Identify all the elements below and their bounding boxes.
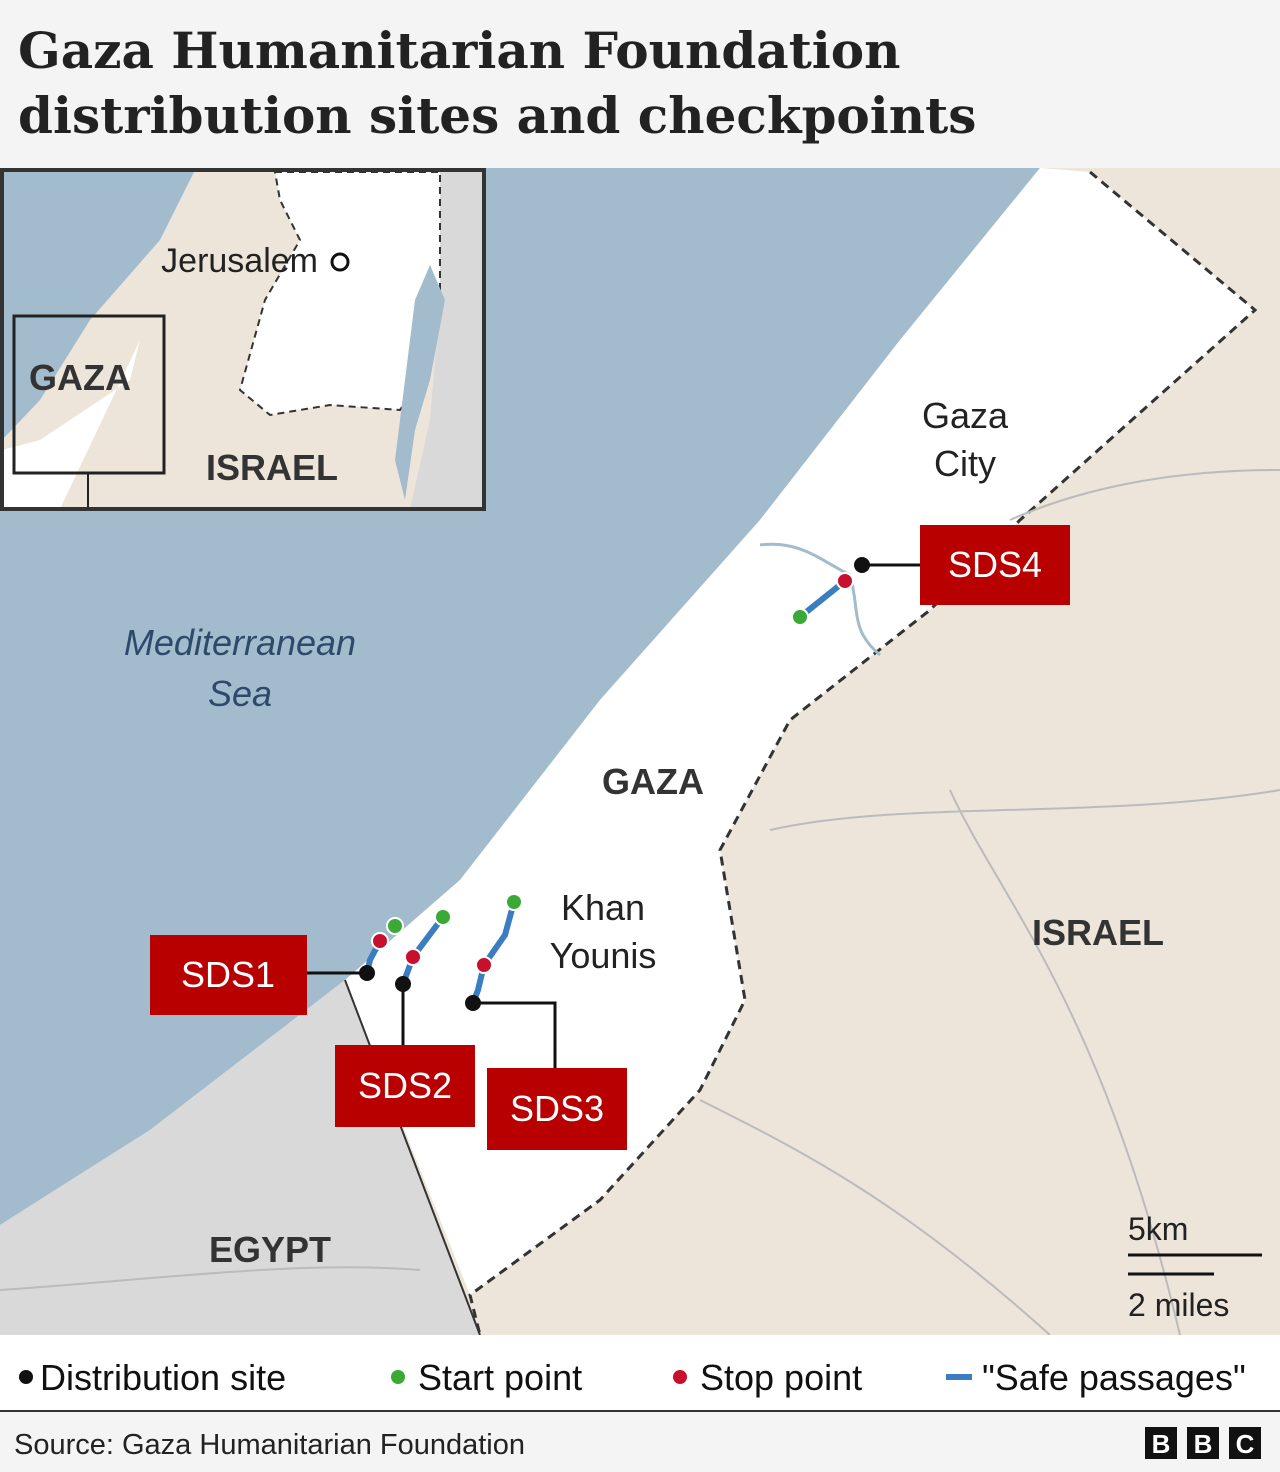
sea-label: Mediterranean <box>124 622 356 663</box>
inset-region-label: GAZA <box>29 357 131 398</box>
city-label: Younis <box>550 935 657 976</box>
logo-letter: B <box>1194 1429 1213 1459</box>
border <box>468 170 1258 1336</box>
country-label: EGYPT <box>209 1229 331 1270</box>
city-label: City <box>934 443 996 484</box>
legend-label: Stop point <box>700 1357 862 1398</box>
gaza-strip <box>345 168 1255 1295</box>
legend-bg <box>0 1335 1280 1410</box>
bbc-logo: B B C <box>1145 1427 1261 1459</box>
city-label: Khan <box>561 887 645 928</box>
legend-marker <box>673 1370 687 1384</box>
connectors <box>307 563 920 1068</box>
legend-label: "Safe passages" <box>982 1357 1246 1398</box>
legend-marker <box>19 1370 33 1384</box>
title-line: distribution sites and checkpoints <box>18 86 976 145</box>
title-line: Gaza Humanitarian Foundation <box>18 21 901 80</box>
points <box>359 557 870 1011</box>
header-bg <box>0 0 1280 168</box>
inset-map: Jerusalem GAZA ISRAEL <box>0 168 486 511</box>
egypt-border <box>344 979 481 1336</box>
sea-label: Sea <box>208 673 272 714</box>
logo-letter: B <box>1152 1429 1171 1459</box>
site-label: SDS3 <box>510 1088 604 1129</box>
inset-city-label: Jerusalem <box>161 242 318 280</box>
logo-letter: C <box>1236 1429 1255 1459</box>
region-label: GAZA <box>602 761 704 802</box>
city-label: Gaza <box>922 395 1009 436</box>
site-label: SDS1 <box>181 954 275 995</box>
source: Source: Gaza Humanitarian Foundation <box>14 1429 525 1461</box>
site-boxes <box>150 525 1070 1150</box>
scale-label: 5km <box>1128 1211 1188 1247</box>
legend-label: Distribution site <box>40 1357 286 1398</box>
country-label: ISRAEL <box>1032 912 1164 953</box>
legend-label: Start point <box>418 1357 582 1398</box>
scale-label: 2 miles <box>1128 1287 1229 1323</box>
site-label: SDS4 <box>948 544 1042 585</box>
inset-country-label: ISRAEL <box>206 447 338 488</box>
legend-marker <box>391 1370 405 1384</box>
roads <box>0 469 1280 1336</box>
site-label: SDS2 <box>358 1065 452 1106</box>
